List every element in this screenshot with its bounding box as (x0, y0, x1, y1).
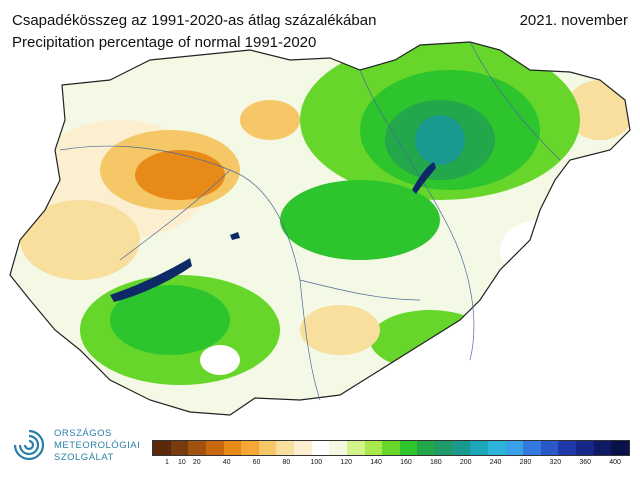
legend-swatch (523, 441, 541, 455)
legend-tick-label: 60 (252, 459, 261, 466)
legend-tick-label: 1 (164, 459, 169, 466)
legend-tick-label: 160 (400, 459, 412, 466)
rivers (59, 41, 561, 401)
map-title-hungarian: Csapadékösszeg az 1991-2020-as átlag szá… (12, 12, 377, 29)
legend-swatch (364, 441, 383, 455)
legend-swatch (276, 441, 294, 455)
legend-swatch (399, 441, 418, 455)
legend-tick-label: 360 (579, 459, 592, 466)
swirl-icon (13, 429, 45, 461)
legend-swatches (152, 440, 630, 456)
legend-swatch (153, 441, 171, 455)
legend-tick-label: 20 (192, 459, 201, 466)
lake-velence (230, 232, 240, 240)
legend-ticks: 1 10 20 40 60 80 100 120 140 160 180 200 240 280 320 36… (152, 459, 630, 473)
legend-swatch (382, 441, 400, 455)
legend-tick-label: 180 (429, 459, 442, 466)
logo-text-line3: SZOLGÁLAT (54, 452, 114, 463)
lake-balaton (110, 258, 192, 302)
legend-swatch (294, 441, 312, 455)
legend-swatch (346, 441, 365, 455)
legend-swatch (258, 441, 277, 455)
legend-tick-label: 240 (489, 459, 502, 466)
legend-swatch (593, 441, 612, 455)
legend-swatch (417, 441, 435, 455)
logo-text-line2: METEOROLÓGIAI (54, 440, 141, 451)
lake-tisza (412, 162, 436, 194)
legend-swatch (205, 441, 224, 455)
legend-swatch (329, 441, 347, 455)
legend-swatch (170, 441, 189, 455)
legend-tick-label: 200 (459, 459, 472, 466)
legend-tick-label: 320 (549, 459, 562, 466)
color-legend: 1 10 20 40 60 80 100 120 140 160 180 200 240 280 320 36… (152, 440, 630, 476)
legend-swatch (241, 441, 259, 455)
logo: ORSZÁGOS METEOROLÓGIAI SZOLGÁLAT (10, 422, 160, 472)
map-fill (10, 42, 630, 415)
legend-swatch (311, 441, 330, 455)
legend-swatch (435, 441, 453, 455)
legend-swatch (223, 441, 242, 455)
legend-tick-label: 400 (609, 459, 621, 466)
country-border (9, 41, 631, 416)
legend-swatch (487, 441, 506, 455)
legend-tick-label: 10 (177, 459, 186, 466)
map-title-english: Precipitation percentage of normal 1991-… (12, 34, 317, 51)
legend-swatch (470, 441, 488, 455)
legend-swatch (188, 441, 206, 455)
precipitation-map (9, 41, 631, 416)
legend-swatch (452, 441, 471, 455)
legend-swatch (611, 441, 629, 455)
legend-tick-label: 80 (282, 459, 291, 466)
legend-tick-label: 40 (222, 459, 231, 466)
legend-tick-label: 140 (370, 459, 382, 466)
legend-swatch (558, 441, 576, 455)
legend-swatch (505, 441, 524, 455)
legend-tick-label: 280 (519, 459, 532, 466)
legend-swatch (576, 441, 594, 455)
period-label: 2021. november (519, 12, 628, 29)
logo-text-line1: ORSZÁGOS (54, 428, 112, 439)
legend-swatch (540, 441, 559, 455)
legend-tick-label: 120 (340, 459, 353, 466)
legend-tick-label: 100 (310, 459, 323, 466)
